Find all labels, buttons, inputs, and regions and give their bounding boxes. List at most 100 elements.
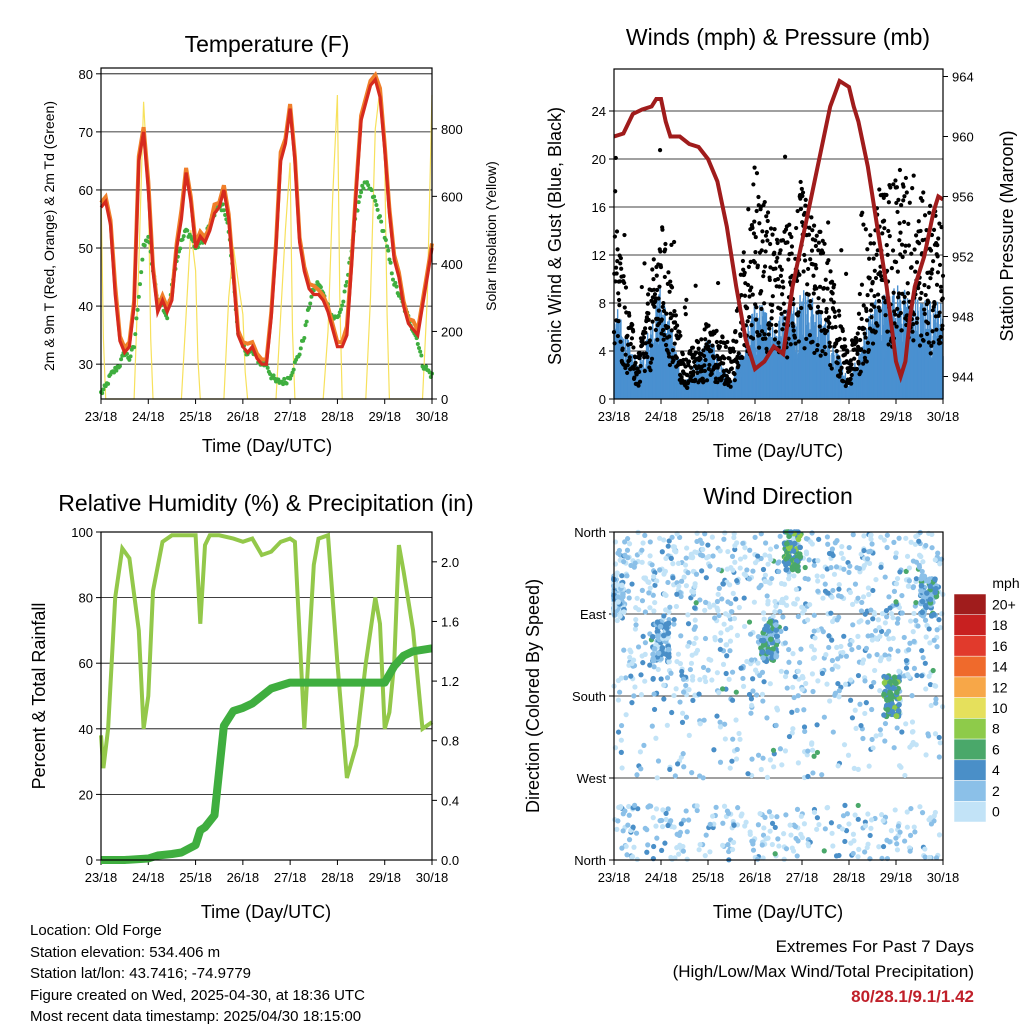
direction-point	[688, 660, 695, 666]
dewpoint-point	[308, 301, 313, 306]
gust-point	[811, 223, 817, 228]
direction-point	[686, 817, 692, 823]
direction-point	[762, 540, 769, 546]
direction-point	[767, 546, 774, 552]
direction-point	[850, 532, 856, 538]
direction-point	[685, 621, 692, 627]
gust-point	[809, 215, 814, 220]
gust-point	[780, 279, 785, 284]
gust-point	[814, 348, 820, 353]
gust-point	[814, 266, 819, 271]
direction-point	[732, 559, 738, 565]
colorbar-label: 8	[992, 721, 1000, 737]
gust-point	[873, 275, 879, 281]
gust-point	[782, 154, 788, 159]
gust-point	[891, 182, 896, 187]
direction-point	[935, 550, 941, 556]
direction-point	[668, 555, 674, 561]
gust-point	[625, 370, 630, 376]
direction-point	[774, 705, 780, 711]
direction-cluster-point	[665, 646, 672, 653]
gust-point	[902, 219, 907, 225]
gust-point	[702, 363, 707, 368]
direction-point	[635, 644, 642, 650]
direction-point	[675, 560, 682, 566]
direction-point	[772, 851, 778, 857]
gust-point	[686, 359, 692, 364]
gust-point	[822, 241, 827, 246]
direction-point	[906, 674, 912, 680]
direction-point	[892, 807, 898, 813]
gust-point	[622, 305, 627, 310]
gust-point	[832, 309, 837, 314]
x-tick-label: 29/18	[880, 870, 913, 885]
gust-point	[617, 279, 623, 284]
gust-point	[747, 294, 752, 299]
direction-point	[654, 835, 660, 841]
gust-point	[813, 243, 818, 249]
gust-point	[727, 356, 732, 361]
gust-point	[661, 337, 666, 342]
direction-point	[799, 834, 805, 841]
gust-point	[847, 368, 852, 373]
direction-point	[734, 578, 740, 584]
gust-point	[824, 328, 830, 334]
direction-point	[632, 802, 638, 808]
gust-point	[648, 326, 653, 331]
gust-point	[817, 324, 822, 329]
direction-point	[651, 691, 657, 697]
direction-point	[933, 696, 939, 702]
gust-point	[666, 325, 671, 330]
direction-point	[850, 622, 856, 628]
direction-cluster-point	[881, 691, 887, 698]
gust-point	[899, 242, 905, 247]
direction-cluster-point	[621, 609, 627, 615]
direction-point	[923, 686, 929, 692]
gust-point	[772, 227, 777, 232]
direction-cluster-point	[649, 633, 656, 640]
gust-point	[901, 198, 906, 203]
direction-point	[639, 547, 645, 553]
gust-point	[816, 248, 821, 253]
direction-point	[683, 682, 689, 689]
gust-point	[807, 225, 812, 230]
gust-point	[648, 360, 653, 365]
gust-point	[731, 349, 737, 354]
direction-point	[848, 840, 854, 846]
direction-point	[899, 610, 905, 616]
direction-point	[801, 707, 807, 713]
direction-point	[894, 575, 901, 582]
y-right-tick-label: 2.0	[441, 555, 459, 570]
direction-point	[836, 694, 842, 700]
gust-point	[798, 179, 803, 185]
dewpoint-point	[372, 194, 377, 199]
direction-point	[697, 721, 703, 727]
gust-point	[917, 343, 923, 348]
direction-point	[750, 847, 757, 853]
direction-point	[669, 709, 675, 716]
gust-point	[660, 327, 666, 333]
gust-point	[814, 286, 819, 291]
direction-point	[913, 600, 919, 606]
direction-cluster-point	[665, 620, 672, 627]
direction-point	[876, 844, 882, 850]
gust-point	[803, 197, 808, 202]
direction-point	[743, 819, 749, 825]
gust-point	[832, 282, 837, 287]
direction-point	[679, 719, 686, 725]
gust-point	[823, 277, 828, 282]
gust-point	[764, 214, 769, 219]
gust-point	[802, 346, 807, 351]
direction-point	[786, 576, 792, 582]
direction-point	[651, 573, 657, 580]
gust-point	[868, 308, 874, 313]
gust-point	[710, 343, 715, 348]
direction-point	[735, 805, 741, 811]
direction-point	[801, 724, 808, 730]
direction-point	[777, 533, 783, 539]
humidity-panel: Relative Humidity (%) & Precipitation (i…	[29, 490, 474, 922]
gust-point	[839, 365, 844, 370]
direction-point	[683, 583, 690, 589]
direction-point	[662, 840, 668, 846]
gust-point	[897, 238, 902, 243]
